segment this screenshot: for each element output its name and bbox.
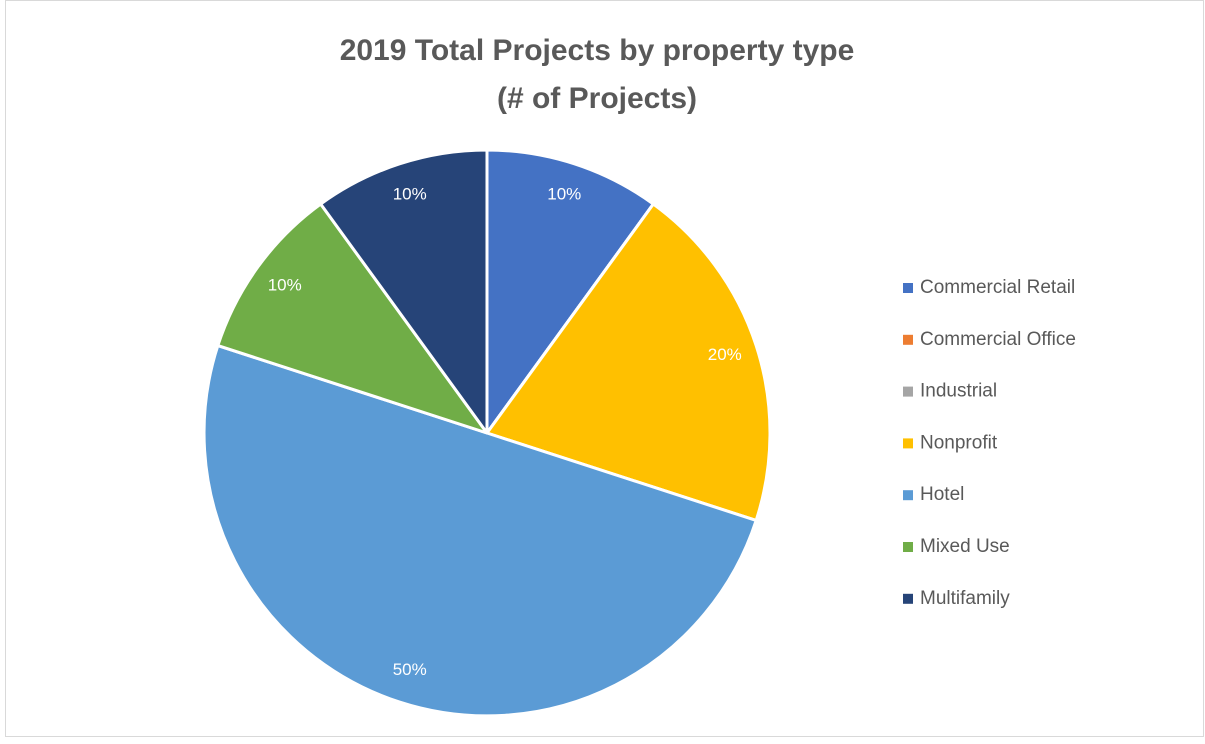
pie-slice	[216, 202, 489, 435]
pie-slice	[202, 344, 758, 718]
legend-swatch	[903, 283, 913, 293]
data-label: 10%	[268, 276, 302, 295]
data-label: 10%	[393, 185, 427, 204]
pie-slice	[319, 148, 489, 435]
pie-slice	[485, 148, 655, 435]
legend-label: Nonprofit	[920, 432, 998, 453]
legend-label: Hotel	[920, 484, 964, 505]
chart-title: 2019 Total Projects by property type	[340, 34, 855, 67]
legend-label: Commercial Retail	[920, 277, 1075, 298]
legend-label: Multifamily	[920, 588, 1010, 609]
legend-swatch	[903, 334, 913, 345]
legend-label: Commercial Office	[920, 329, 1076, 350]
legend-swatch	[903, 542, 913, 552]
legend-swatch	[903, 490, 913, 501]
pie-slice	[485, 202, 772, 522]
data-label: 10%	[547, 185, 581, 204]
legend-swatch	[903, 438, 913, 449]
chart-title: (# of Projects)	[497, 82, 697, 115]
legend-label: Industrial	[920, 381, 997, 402]
legend-swatch	[903, 593, 913, 604]
legend-swatch	[903, 386, 913, 397]
data-label: 20%	[708, 345, 742, 364]
legend-label: Mixed Use	[920, 536, 1010, 557]
data-label: 50%	[393, 660, 427, 679]
